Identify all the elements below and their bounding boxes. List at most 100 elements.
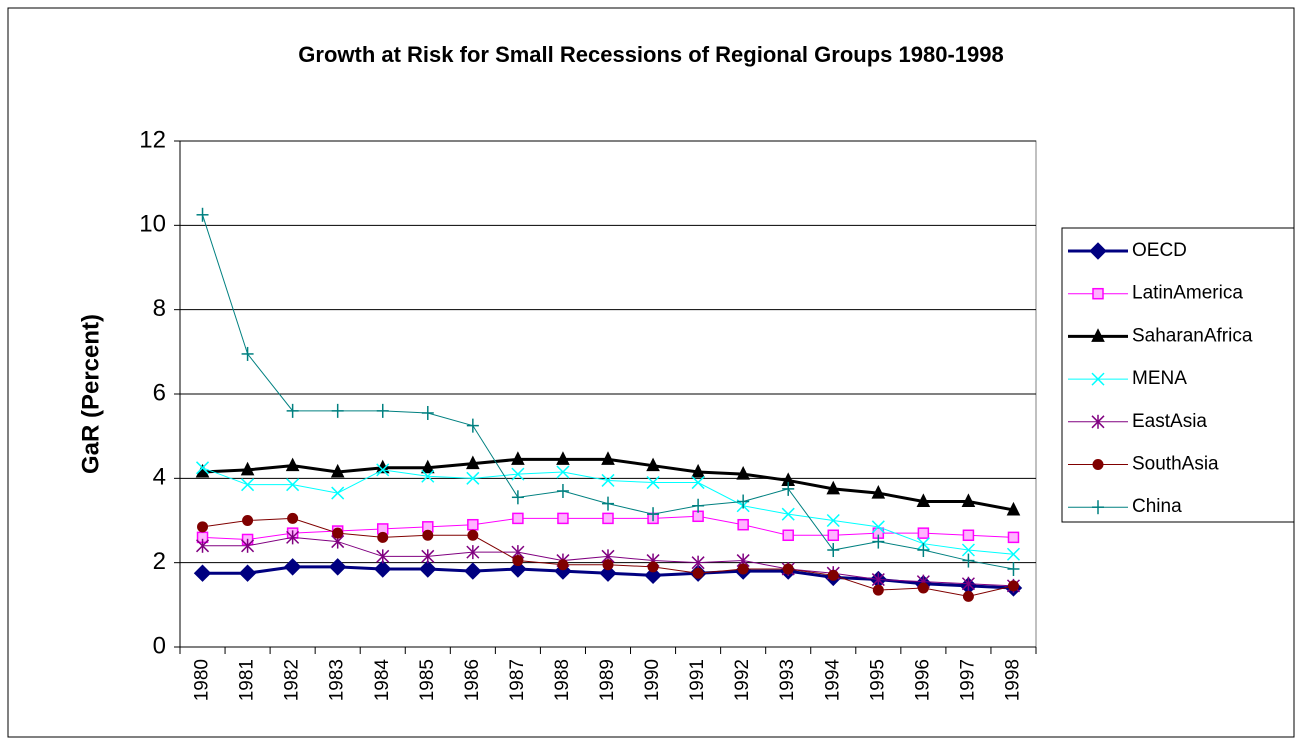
- marker: [961, 543, 975, 557]
- marker: [556, 465, 570, 479]
- marker: [647, 507, 660, 522]
- x-tick-label: 1994: [822, 659, 843, 702]
- x-tick-label: 1995: [867, 659, 888, 701]
- marker-shape: [467, 529, 479, 541]
- marker: [421, 549, 435, 564]
- marker-shape: [557, 512, 569, 525]
- marker: [195, 538, 210, 553]
- marker-shape: [242, 515, 254, 526]
- x-tick-label: 1998: [1002, 659, 1023, 701]
- marker: [782, 529, 794, 542]
- y-axis-label: GaR (Percent): [77, 314, 104, 474]
- marker-shape: [1092, 459, 1104, 470]
- marker: [917, 543, 930, 558]
- marker: [1091, 328, 1105, 342]
- marker-stroke: [646, 476, 660, 490]
- marker-stroke: [195, 461, 210, 475]
- marker-shape: [512, 512, 524, 525]
- marker-shape: [692, 567, 704, 579]
- marker-shape: [782, 529, 794, 542]
- marker-shape: [556, 451, 570, 465]
- marker-stroke: [1091, 372, 1105, 386]
- marker-shape: [871, 484, 886, 499]
- marker-shape: [736, 465, 750, 480]
- marker: [1092, 500, 1104, 515]
- marker: [736, 465, 750, 480]
- marker: [782, 563, 794, 575]
- marker: [557, 559, 569, 571]
- marker: [285, 457, 300, 472]
- y-tick-label: 2: [153, 548, 166, 575]
- marker: [421, 469, 435, 483]
- marker: [422, 529, 434, 541]
- marker: [376, 549, 390, 564]
- x-tick-label: 1991: [687, 659, 708, 701]
- marker: [374, 560, 392, 578]
- marker-shape: [193, 564, 212, 582]
- marker: [827, 569, 839, 581]
- marker: [646, 457, 660, 472]
- marker-shape: [827, 529, 840, 542]
- marker-stroke: [556, 465, 570, 479]
- x-tick-label: 1986: [462, 659, 483, 701]
- marker-shape: [1091, 328, 1105, 342]
- legend-label: EastAsia: [1132, 411, 1207, 432]
- marker: [511, 490, 524, 505]
- marker: [241, 538, 255, 553]
- marker-shape: [1007, 531, 1020, 544]
- marker: [962, 553, 975, 568]
- y-tick-label: 10: [139, 211, 166, 238]
- marker-shape: [377, 531, 389, 543]
- marker: [466, 455, 480, 470]
- marker-shape: [602, 559, 614, 571]
- legend-label: LatinAmerica: [1132, 283, 1243, 304]
- marker-stroke: [781, 507, 795, 521]
- marker-shape: [646, 457, 660, 472]
- marker-shape: [422, 529, 434, 541]
- marker: [827, 529, 840, 542]
- y-tick-label: 8: [153, 295, 166, 322]
- marker: [512, 555, 524, 567]
- marker-shape: [285, 457, 300, 472]
- marker: [601, 451, 615, 465]
- marker-shape: [197, 521, 209, 533]
- marker: [286, 478, 300, 492]
- marker: [512, 512, 524, 525]
- legend-box: [1061, 227, 1295, 523]
- marker: [691, 555, 705, 570]
- marker-stroke: [691, 476, 705, 490]
- marker-shape: [330, 463, 345, 478]
- marker-shape: [509, 560, 527, 578]
- marker: [556, 451, 570, 465]
- marker: [332, 527, 344, 539]
- marker: [917, 527, 930, 539]
- marker-shape: [599, 564, 617, 582]
- marker-shape: [827, 569, 839, 581]
- marker: [509, 560, 527, 578]
- marker: [376, 403, 389, 418]
- marker-shape: [962, 529, 975, 542]
- marker: [602, 512, 614, 525]
- y-tick-label: 12: [139, 126, 166, 153]
- legend-label: China: [1132, 496, 1182, 517]
- marker: [195, 461, 210, 475]
- marker-shape: [1007, 580, 1019, 592]
- marker: [737, 494, 750, 509]
- marker: [286, 403, 299, 418]
- x-tick-label: 1983: [327, 659, 348, 701]
- y-tick-label: 4: [153, 464, 166, 491]
- marker-shape: [511, 451, 525, 465]
- marker: [1091, 414, 1105, 429]
- marker: [691, 476, 705, 490]
- marker-stroke: [421, 469, 435, 483]
- marker: [1092, 287, 1104, 300]
- legend-label: SouthAsia: [1132, 454, 1219, 475]
- marker-shape: [287, 512, 299, 524]
- x-tick-label: 1987: [507, 659, 528, 701]
- marker: [599, 564, 617, 582]
- marker: [872, 584, 884, 596]
- marker: [737, 518, 749, 531]
- marker-shape: [872, 584, 884, 596]
- marker: [197, 521, 209, 533]
